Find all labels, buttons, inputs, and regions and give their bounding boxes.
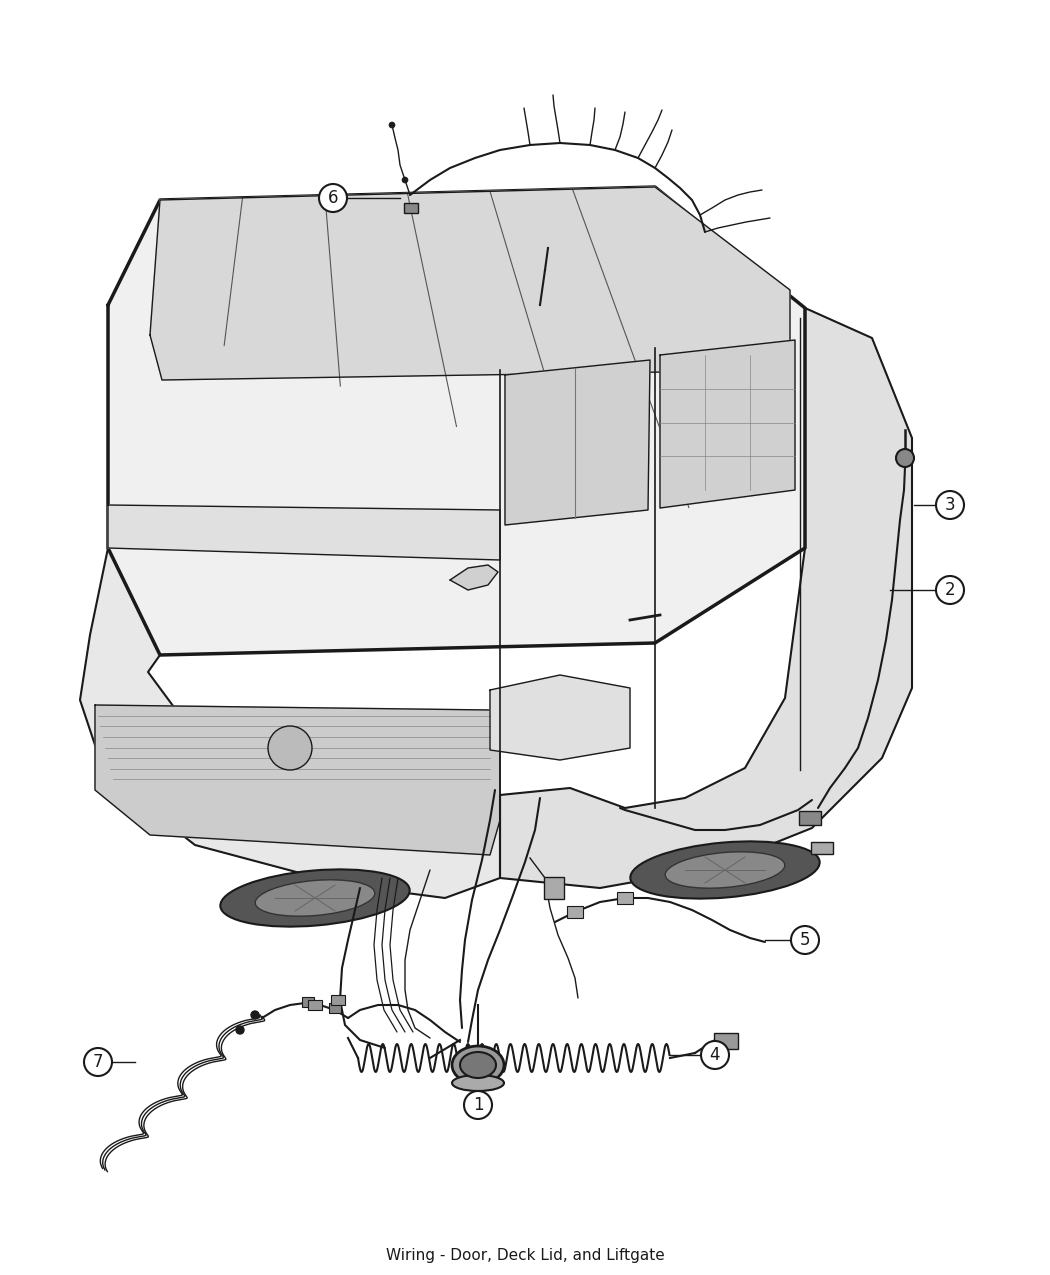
- Text: 5: 5: [800, 931, 811, 949]
- Ellipse shape: [452, 1046, 504, 1084]
- Text: 1: 1: [472, 1096, 483, 1114]
- Text: 7: 7: [92, 1053, 103, 1071]
- Text: 2: 2: [945, 581, 956, 599]
- Polygon shape: [150, 187, 790, 380]
- Circle shape: [251, 1011, 259, 1019]
- Ellipse shape: [452, 1075, 504, 1091]
- FancyBboxPatch shape: [811, 842, 833, 854]
- Ellipse shape: [255, 880, 375, 917]
- Text: 3: 3: [945, 496, 956, 514]
- FancyBboxPatch shape: [331, 994, 345, 1005]
- FancyBboxPatch shape: [308, 1000, 322, 1010]
- FancyBboxPatch shape: [404, 203, 418, 213]
- Circle shape: [319, 184, 346, 212]
- Text: Wiring - Door, Deck Lid, and Liftgate: Wiring - Door, Deck Lid, and Liftgate: [385, 1248, 665, 1264]
- FancyBboxPatch shape: [544, 877, 564, 899]
- Circle shape: [791, 926, 819, 954]
- Circle shape: [936, 576, 964, 604]
- Text: 6: 6: [328, 189, 338, 207]
- Circle shape: [84, 1048, 112, 1076]
- Circle shape: [236, 1026, 244, 1034]
- FancyBboxPatch shape: [302, 997, 314, 1007]
- FancyBboxPatch shape: [329, 1003, 341, 1014]
- Circle shape: [388, 122, 395, 128]
- FancyBboxPatch shape: [567, 907, 583, 918]
- Text: 4: 4: [710, 1046, 720, 1065]
- Circle shape: [701, 1040, 729, 1068]
- FancyBboxPatch shape: [714, 1033, 738, 1049]
- FancyBboxPatch shape: [617, 892, 633, 904]
- Circle shape: [402, 177, 408, 184]
- Polygon shape: [94, 705, 500, 856]
- Circle shape: [896, 449, 914, 467]
- Polygon shape: [500, 309, 912, 887]
- Polygon shape: [108, 187, 805, 655]
- Polygon shape: [80, 305, 500, 898]
- Circle shape: [936, 491, 964, 519]
- FancyBboxPatch shape: [799, 811, 821, 825]
- Ellipse shape: [666, 852, 784, 889]
- Ellipse shape: [220, 870, 410, 927]
- Polygon shape: [505, 360, 650, 525]
- Polygon shape: [490, 674, 630, 760]
- Circle shape: [268, 725, 312, 770]
- Circle shape: [464, 1091, 492, 1119]
- Ellipse shape: [630, 842, 820, 899]
- Ellipse shape: [460, 1052, 496, 1077]
- Polygon shape: [660, 340, 795, 507]
- Polygon shape: [108, 505, 500, 560]
- Polygon shape: [450, 565, 498, 590]
